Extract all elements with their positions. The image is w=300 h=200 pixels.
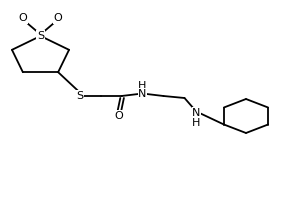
Text: N: N bbox=[138, 89, 147, 99]
Text: H: H bbox=[192, 118, 201, 128]
Text: H: H bbox=[138, 81, 147, 91]
Text: O: O bbox=[19, 13, 28, 23]
Text: S: S bbox=[76, 91, 83, 101]
Text: N: N bbox=[192, 108, 201, 118]
Text: S: S bbox=[37, 31, 44, 41]
Text: O: O bbox=[114, 111, 123, 121]
Text: O: O bbox=[53, 13, 62, 23]
